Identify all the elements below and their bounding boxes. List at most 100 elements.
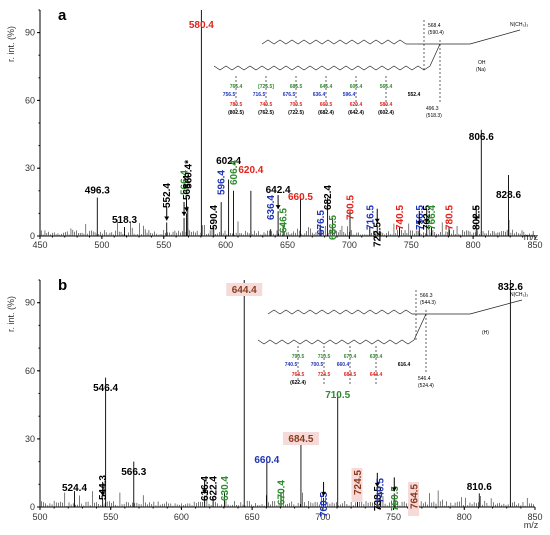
peak-label: 700.5 <box>345 195 356 220</box>
panel-b-noise <box>41 490 534 507</box>
peak-label: 602.4 <box>216 156 241 167</box>
peak-label: 670.4 <box>276 480 287 505</box>
peak-label: 566.4 <box>180 170 191 195</box>
peak-label: 569.4* <box>183 160 194 189</box>
peak-arrowhead <box>100 491 106 496</box>
peak-label: 750.5 <box>390 486 401 511</box>
peak-label: 518.3 <box>112 215 137 226</box>
panel-a-peak-labels: 496.3518.3552.4566.4568.4569.4*580.4590.… <box>85 20 522 247</box>
peak-label: 724.5 <box>353 470 364 495</box>
y-tick-label: 30 <box>25 434 35 444</box>
peak-label: 566.3 <box>121 467 146 478</box>
peak-label: 740.5 <box>395 205 406 230</box>
fragment-end-label: 616.4 <box>398 362 411 368</box>
label-highlight <box>226 283 263 296</box>
panel-b-tag: b <box>58 277 67 294</box>
panel-b-chain-bottom <box>257 339 415 345</box>
label-highlight <box>351 468 363 502</box>
panel-a-peaks <box>96 10 509 236</box>
x-tick-label: 600 <box>174 512 189 522</box>
peak-label: 780.5 <box>444 205 455 230</box>
fragment-label: 670.4 <box>344 354 357 360</box>
fragment-label: 636.4 <box>313 92 326 98</box>
y-tick-label: 30 <box>25 163 35 173</box>
fragment-label: 756.5 <box>223 92 236 98</box>
x-tick-label: 700 <box>342 240 357 250</box>
fragment-label: 596.4 <box>343 92 356 98</box>
panel-b-headgroup <box>469 299 523 315</box>
peak-label: 766.4 <box>427 205 438 230</box>
x-tick-label: 750 <box>386 512 401 522</box>
panel-a-headtop-sub: (590.4) <box>428 30 444 36</box>
peak-label: 622.4 <box>209 476 220 501</box>
panel-b-arrows <box>100 472 397 496</box>
peak-label: 722.5 <box>373 222 384 247</box>
peak-arrowhead <box>391 487 397 492</box>
peak-label: 616.4 <box>200 476 211 501</box>
peak-arrowhead <box>202 489 208 494</box>
y-tick-label: 0 <box>30 502 35 512</box>
panel-a-ylabel: r. int. (%) <box>6 26 16 62</box>
peak-label: 738.5 <box>373 486 384 511</box>
panel-a-headgroup <box>469 29 521 45</box>
panel-a-oh: OH <box>478 60 486 66</box>
y-tick-label: 60 <box>25 366 35 376</box>
label-highlight <box>408 482 420 516</box>
panel-b-axes: 500 550 600 650 700 750 800 850 0 30 60 90 <box>25 279 543 522</box>
panel-a-na: (Na) <box>476 67 486 73</box>
fragment-label: 660.4 <box>337 362 350 368</box>
peak-label: 630.4 <box>220 476 231 501</box>
peak-label: 710.5 <box>325 390 350 401</box>
peak-label: 660.5 <box>288 192 313 203</box>
fragment-label: 710.5 <box>318 354 331 360</box>
x-tick-label: 550 <box>103 512 118 522</box>
peak-arrowhead <box>164 216 170 221</box>
y-tick-label: 90 <box>25 298 35 308</box>
fragment-label: 566.4 <box>380 84 393 90</box>
panel-b-nme3: N(CH₃)₃ <box>510 292 528 298</box>
panel-b-chain-top <box>267 309 413 315</box>
peak-label: 580.4 <box>189 20 214 31</box>
peak-label: 716.5 <box>365 205 376 230</box>
peak-label: 828.6 <box>496 190 521 201</box>
peak-label: 552.4 <box>162 183 173 208</box>
fragment-label: 606.4 <box>350 84 363 90</box>
fragment-label: 646.4 <box>320 84 333 90</box>
panel-a-headtop: 568.4 <box>428 23 441 29</box>
peak-label: 682.4 <box>323 185 334 210</box>
peak-label: 646.5 <box>279 208 290 233</box>
panel-a-headright: 496.3 <box>426 106 439 112</box>
fragment-label: 686.5 <box>290 84 303 90</box>
peak-label: 756.5 <box>415 205 426 230</box>
peak-label: 740.5 <box>376 478 387 503</box>
peak-label: 642.4 <box>266 185 291 196</box>
fragment-label: 740.5 <box>285 362 298 368</box>
peak-label: 636.4 <box>266 195 277 220</box>
y-tick-label: 60 <box>25 95 35 105</box>
panel-b-headright-sub: (524.4) <box>418 383 434 389</box>
x-tick-label: 650 <box>245 512 260 522</box>
x-tick-label: 850 <box>527 512 542 522</box>
x-tick-label: 550 <box>156 240 171 250</box>
panel-b-headtop-sub: (544.3) <box>420 300 436 306</box>
panel-a-chain-bottom <box>213 65 431 71</box>
x-tick-label: 450 <box>32 240 47 250</box>
x-tick-label: 700 <box>315 512 330 522</box>
fragment-label: 766.4 <box>230 84 243 90</box>
peak-label: 764.5 <box>410 484 421 509</box>
peak-label: 810.6 <box>467 482 492 493</box>
peak-label: 596.4 <box>217 170 228 195</box>
panel-b-ylabel: r. int. (%) <box>6 296 16 332</box>
peak-label: 676.5 <box>316 210 327 235</box>
panel-b-structure: 566.3 (544.3) 546.4 (524.4) (H) N(CH₃)₃ … <box>257 290 528 389</box>
x-tick-label: 650 <box>280 240 295 250</box>
y-tick-label: 90 <box>25 28 35 38</box>
panel-b-headtop: 566.3 <box>420 293 433 299</box>
peak-label: 644.4 <box>232 285 257 296</box>
peak-label: 544.3 <box>98 475 109 500</box>
panel-a-nme3: N(CH₃)₃ <box>510 22 528 28</box>
peak-arrowhead <box>184 207 190 212</box>
panel-a-link <box>429 43 441 67</box>
